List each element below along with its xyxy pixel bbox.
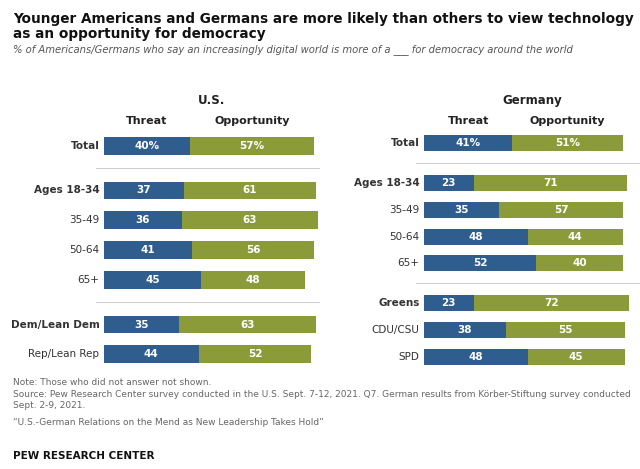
Text: 51%: 51% bbox=[555, 138, 580, 148]
Bar bbox=[104, 345, 199, 363]
Bar bbox=[474, 295, 629, 311]
Text: 50-64: 50-64 bbox=[69, 245, 99, 255]
Bar bbox=[424, 255, 536, 271]
Text: Opportunity: Opportunity bbox=[530, 116, 605, 126]
Text: Ages 18-34: Ages 18-34 bbox=[34, 185, 99, 196]
Text: 36: 36 bbox=[136, 215, 150, 225]
Text: 40%: 40% bbox=[134, 141, 159, 151]
Text: 23: 23 bbox=[442, 178, 456, 188]
Bar bbox=[499, 202, 623, 218]
Text: U.S.: U.S. bbox=[198, 94, 225, 107]
Text: 35-49: 35-49 bbox=[389, 205, 419, 215]
Text: PEW RESEARCH CENTER: PEW RESEARCH CENTER bbox=[13, 451, 154, 461]
Text: CDU/CSU: CDU/CSU bbox=[372, 325, 419, 335]
Bar bbox=[190, 137, 314, 155]
Text: 56: 56 bbox=[246, 245, 260, 255]
Text: 45: 45 bbox=[569, 352, 584, 362]
Text: Younger Americans and Germans are more likely than others to view technology: Younger Americans and Germans are more l… bbox=[13, 12, 634, 26]
Text: 44: 44 bbox=[144, 349, 159, 359]
Bar bbox=[506, 322, 625, 338]
Bar bbox=[424, 295, 474, 311]
Text: 40: 40 bbox=[572, 258, 587, 268]
Text: 57: 57 bbox=[554, 205, 568, 215]
Text: 23: 23 bbox=[442, 298, 456, 308]
Text: 52: 52 bbox=[473, 258, 487, 268]
Bar bbox=[536, 255, 623, 271]
Bar bbox=[513, 135, 623, 151]
Text: Source: Pew Research Center survey conducted in the U.S. Sept. 7-12, 2021. Q7. G: Source: Pew Research Center survey condu… bbox=[13, 390, 630, 409]
Bar bbox=[104, 212, 182, 229]
Text: Greens: Greens bbox=[378, 298, 419, 308]
Text: 63: 63 bbox=[243, 215, 257, 225]
Text: 48: 48 bbox=[246, 275, 260, 285]
Text: Dem/Lean Dem: Dem/Lean Dem bbox=[11, 319, 99, 330]
Text: 35-49: 35-49 bbox=[69, 215, 99, 225]
Bar bbox=[104, 182, 184, 199]
Text: 55: 55 bbox=[558, 325, 573, 335]
Text: 37: 37 bbox=[136, 185, 151, 196]
Bar bbox=[424, 202, 499, 218]
Bar bbox=[199, 345, 311, 363]
Text: % of Americans/Germans who say an increasingly digital world is more of a ___ fo: % of Americans/Germans who say an increa… bbox=[13, 45, 573, 55]
Text: 72: 72 bbox=[544, 298, 559, 308]
Text: Total: Total bbox=[70, 141, 99, 151]
Text: 45: 45 bbox=[145, 275, 160, 285]
Bar bbox=[104, 271, 201, 289]
Text: SPD: SPD bbox=[399, 352, 419, 362]
Text: 57%: 57% bbox=[239, 141, 264, 151]
Text: 35: 35 bbox=[454, 205, 469, 215]
Bar bbox=[527, 348, 625, 364]
Bar bbox=[424, 348, 527, 364]
Text: 65+: 65+ bbox=[397, 258, 419, 268]
Bar bbox=[424, 228, 527, 244]
Bar bbox=[104, 137, 190, 155]
Bar bbox=[193, 241, 314, 259]
Text: Rep/Lean Rep: Rep/Lean Rep bbox=[28, 349, 99, 359]
Text: 63: 63 bbox=[240, 319, 255, 330]
Text: Germany: Germany bbox=[502, 94, 562, 107]
Bar bbox=[104, 241, 193, 259]
Text: 48: 48 bbox=[468, 232, 483, 242]
Text: Total: Total bbox=[390, 138, 419, 148]
Bar bbox=[474, 175, 627, 191]
Bar bbox=[182, 212, 318, 229]
Text: 65+: 65+ bbox=[77, 275, 99, 285]
Text: Note: Those who did not answer not shown.: Note: Those who did not answer not shown… bbox=[13, 378, 211, 386]
Bar bbox=[424, 175, 474, 191]
Text: 71: 71 bbox=[543, 178, 557, 188]
Text: Opportunity: Opportunity bbox=[214, 116, 290, 127]
Text: Threat: Threat bbox=[126, 116, 168, 127]
Text: 41: 41 bbox=[141, 245, 156, 255]
Text: 48: 48 bbox=[468, 352, 483, 362]
Bar bbox=[179, 316, 316, 333]
Bar bbox=[527, 228, 623, 244]
Text: 50-64: 50-64 bbox=[389, 232, 419, 242]
Text: 52: 52 bbox=[248, 349, 262, 359]
Bar bbox=[104, 316, 179, 333]
Bar bbox=[424, 322, 506, 338]
Text: Ages 18-34: Ages 18-34 bbox=[354, 178, 419, 188]
Text: 61: 61 bbox=[243, 185, 257, 196]
Text: 35: 35 bbox=[134, 319, 149, 330]
Text: 41%: 41% bbox=[456, 138, 481, 148]
Text: 38: 38 bbox=[458, 325, 472, 335]
Bar bbox=[201, 271, 305, 289]
Bar bbox=[424, 135, 513, 151]
Text: “U.S.-German Relations on the Mend as New Leadership Takes Hold”: “U.S.-German Relations on the Mend as Ne… bbox=[13, 418, 324, 427]
Text: as an opportunity for democracy: as an opportunity for democracy bbox=[13, 27, 266, 41]
Text: 44: 44 bbox=[568, 232, 582, 242]
Bar bbox=[184, 182, 316, 199]
Text: Threat: Threat bbox=[447, 116, 489, 126]
